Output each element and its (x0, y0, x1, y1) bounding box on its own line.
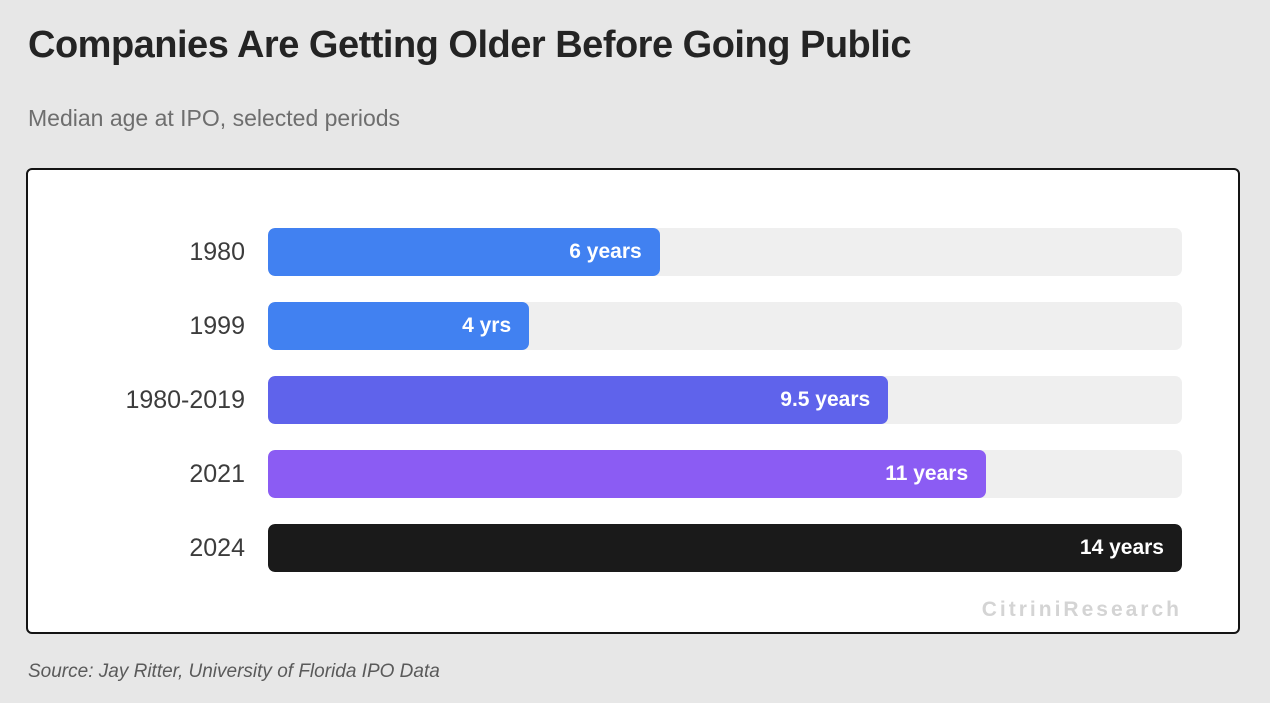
bar-row-2021: 2021 11 years (28, 450, 1238, 498)
bar-1980-2019: 9.5 years (268, 376, 889, 424)
bar-value-label: 4 yrs (462, 314, 512, 337)
bar-rows: 1980 6 years 1999 4 yrs 1980-2019 9.5 ye… (28, 228, 1238, 622)
bar-track: 11 years (268, 450, 1182, 498)
bar-value-label: 6 years (569, 240, 642, 263)
bar-value-label: 11 years (885, 462, 969, 485)
watermark: CitriniResearch (981, 598, 1182, 621)
category-label: 1980 (189, 237, 245, 266)
bar-1980: 6 years (268, 228, 660, 276)
bar-row-1980-2019: 1980-2019 9.5 years (28, 376, 1238, 424)
source-note: Source: Jay Ritter, University of Florid… (28, 661, 440, 682)
page-title: Companies Are Getting Older Before Going… (28, 24, 912, 66)
bar-track: 6 years (268, 228, 1182, 276)
category-label: 2021 (189, 459, 245, 488)
page-subtitle: Median age at IPO, selected periods (28, 105, 401, 131)
bar-value-label: 9.5 years (780, 388, 871, 411)
bar-track: 9.5 years (268, 376, 1182, 424)
category-label: 1980-2019 (125, 385, 245, 414)
bar-row-1980: 1980 6 years (28, 228, 1238, 276)
bar-1999: 4 yrs (268, 302, 530, 350)
bar-2021: 11 years (268, 450, 987, 498)
bar-row-1999: 1999 4 yrs (28, 302, 1238, 350)
chart-panel: 1980 6 years 1999 4 yrs 1980-2019 9.5 ye… (26, 168, 1240, 634)
bar-2024: 14 years (268, 524, 1182, 572)
bar-value-label: 14 years (1079, 536, 1164, 559)
category-label: 2024 (189, 533, 245, 562)
bar-track: 4 yrs (268, 302, 1182, 350)
bar-track: 14 years (268, 524, 1182, 572)
category-label: 1999 (189, 311, 245, 340)
bar-row-2024: 2024 14 years (28, 524, 1238, 572)
